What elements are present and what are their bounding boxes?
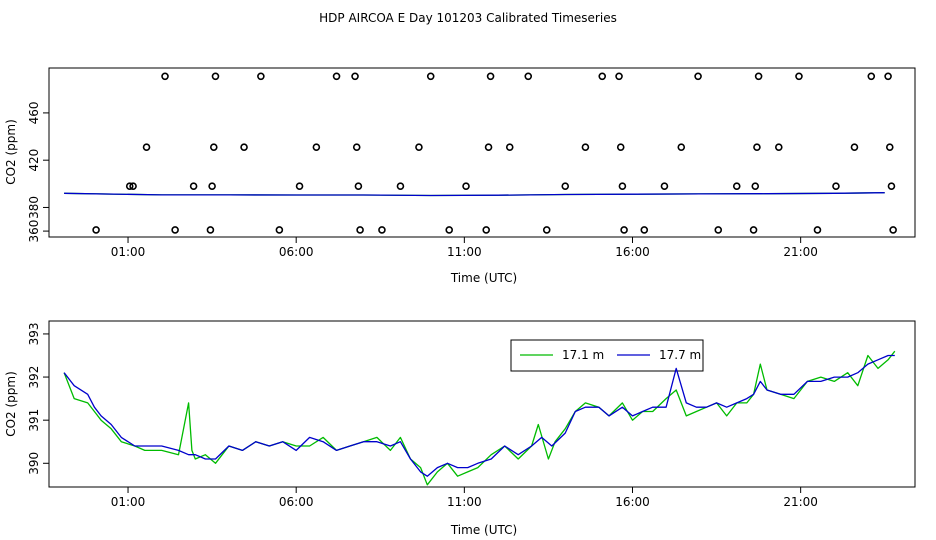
line-panel: Time (UTC) CO2 (ppm) 17.1 m 17.7 m 01:00… [4, 320, 916, 537]
data-point [524, 72, 533, 81]
data-point [714, 226, 723, 234]
data-point [332, 72, 341, 81]
data-point [486, 72, 495, 81]
x-tick-label: 01:00 [111, 245, 146, 259]
x-axis-label-bottom: Time (UTC) [450, 523, 517, 537]
data-point [640, 226, 649, 234]
data-point [832, 182, 840, 190]
series-line-1 [63, 350, 896, 486]
plot-frame-bottom [48, 320, 916, 488]
data-point [415, 143, 423, 151]
data-point [189, 182, 198, 190]
y-tick-label: 420 [27, 149, 41, 172]
data-point [208, 182, 216, 190]
y-tick-label: 391 [27, 409, 41, 432]
data-point [542, 226, 551, 234]
data-point [209, 143, 218, 151]
x-tick-label: 11:00 [447, 495, 482, 509]
data-point [92, 226, 100, 234]
x-tick-label: 01:00 [111, 495, 146, 509]
x-tick-label: 16:00 [615, 245, 650, 259]
data-point [795, 72, 803, 81]
y-axis-label-bottom: CO2 (ppm) [4, 371, 18, 437]
data-point [677, 143, 686, 151]
x-tick-label: 16:00 [615, 495, 650, 509]
x-tick-label: 21:00 [783, 495, 818, 509]
data-point [206, 226, 215, 234]
data-point [125, 182, 134, 190]
data-point [312, 143, 321, 151]
data-point [732, 182, 741, 190]
plot-frame-top [48, 67, 916, 238]
figure-title: HDP AIRCOA E Day 101203 Calibrated Times… [319, 11, 617, 25]
data-point [885, 143, 894, 151]
scatter-panel: Time (UTC) CO2 (ppm) 01:00 06:00 11:00 16:0… [4, 67, 916, 285]
data-point [462, 182, 470, 190]
data-point [850, 143, 859, 151]
data-point [884, 72, 892, 81]
data-point [813, 226, 822, 234]
x-tick-label: 11:00 [447, 245, 482, 259]
data-point [351, 72, 359, 81]
data-point [161, 72, 169, 81]
data-point [211, 72, 220, 81]
y-tick-label: 393 [27, 322, 41, 345]
y-tick-label: 460 [27, 101, 41, 124]
data-point [129, 182, 137, 190]
data-point [749, 226, 758, 234]
data-point [352, 143, 361, 151]
x-tick-label: 06:00 [279, 245, 314, 259]
data-point [620, 226, 628, 234]
data-point [240, 143, 248, 151]
x-tick-label: 06:00 [279, 495, 314, 509]
legend-label-series-2: 17.7 m [659, 348, 701, 362]
series-line-2 [63, 354, 895, 477]
data-point [615, 72, 623, 81]
y-tick-label: 380 [27, 196, 41, 219]
data-point [426, 72, 435, 81]
data-point [616, 143, 625, 151]
data-point [598, 72, 607, 81]
data-point [257, 72, 265, 81]
data-point [171, 226, 179, 234]
y-tick-label: 392 [27, 366, 41, 389]
x-axis-label-top: Time (UTC) [450, 271, 517, 285]
y-tick-label: 390 [27, 452, 41, 475]
series-line-blue [64, 192, 885, 197]
data-point [660, 182, 669, 190]
data-point [482, 226, 491, 234]
data-point [753, 143, 761, 151]
y-tick-label: 360 [27, 220, 41, 243]
data-point [142, 143, 151, 151]
data-point [618, 182, 627, 190]
data-point [396, 182, 405, 190]
data-point [694, 72, 702, 81]
data-point [378, 226, 386, 234]
legend-label-series-1: 17.1 m [562, 348, 604, 362]
data-point [354, 182, 363, 190]
data-point [774, 143, 783, 151]
data-point [275, 226, 284, 234]
data-point [445, 226, 454, 234]
data-point [505, 143, 514, 151]
data-point [561, 182, 570, 190]
data-point [356, 226, 364, 234]
data-point [889, 226, 897, 234]
data-point [867, 72, 876, 81]
x-tick-label: 21:00 [783, 245, 818, 259]
data-point [295, 182, 304, 190]
data-point [484, 143, 493, 151]
y-axis-label-top: CO2 (ppm) [4, 119, 18, 185]
data-point [581, 143, 590, 151]
data-point [754, 72, 763, 81]
data-point [887, 182, 896, 190]
data-point [751, 182, 760, 190]
legend: 17.1 m 17.7 m [510, 339, 704, 372]
